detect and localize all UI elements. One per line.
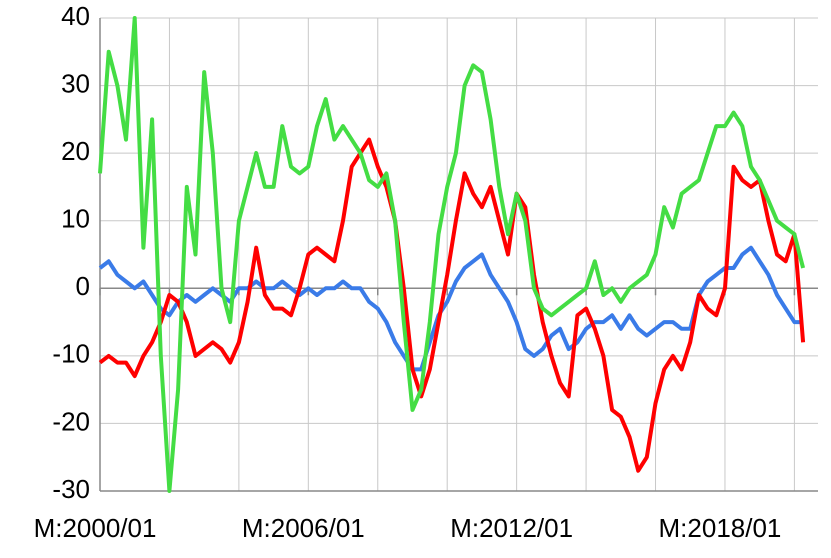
x-tick-label: M:2012/01 (450, 513, 573, 543)
x-tick-label: M:2006/01 (242, 513, 365, 543)
y-tick-label: -20 (52, 406, 90, 436)
series-line (98, 137, 806, 473)
y-tick-label: 10 (61, 204, 90, 234)
y-tick-label: -30 (52, 474, 90, 504)
series-line (98, 245, 804, 372)
x-tick-label: M:2000/01 (34, 513, 157, 543)
y-tick-label: 0 (76, 271, 90, 301)
series-line (98, 16, 806, 493)
y-tick-label: -10 (52, 339, 90, 369)
x-tick-label: M:2018/01 (659, 513, 782, 543)
y-tick-label: 20 (61, 136, 90, 166)
y-tick-label: 30 (61, 68, 90, 98)
y-tick-label: 40 (61, 1, 90, 31)
